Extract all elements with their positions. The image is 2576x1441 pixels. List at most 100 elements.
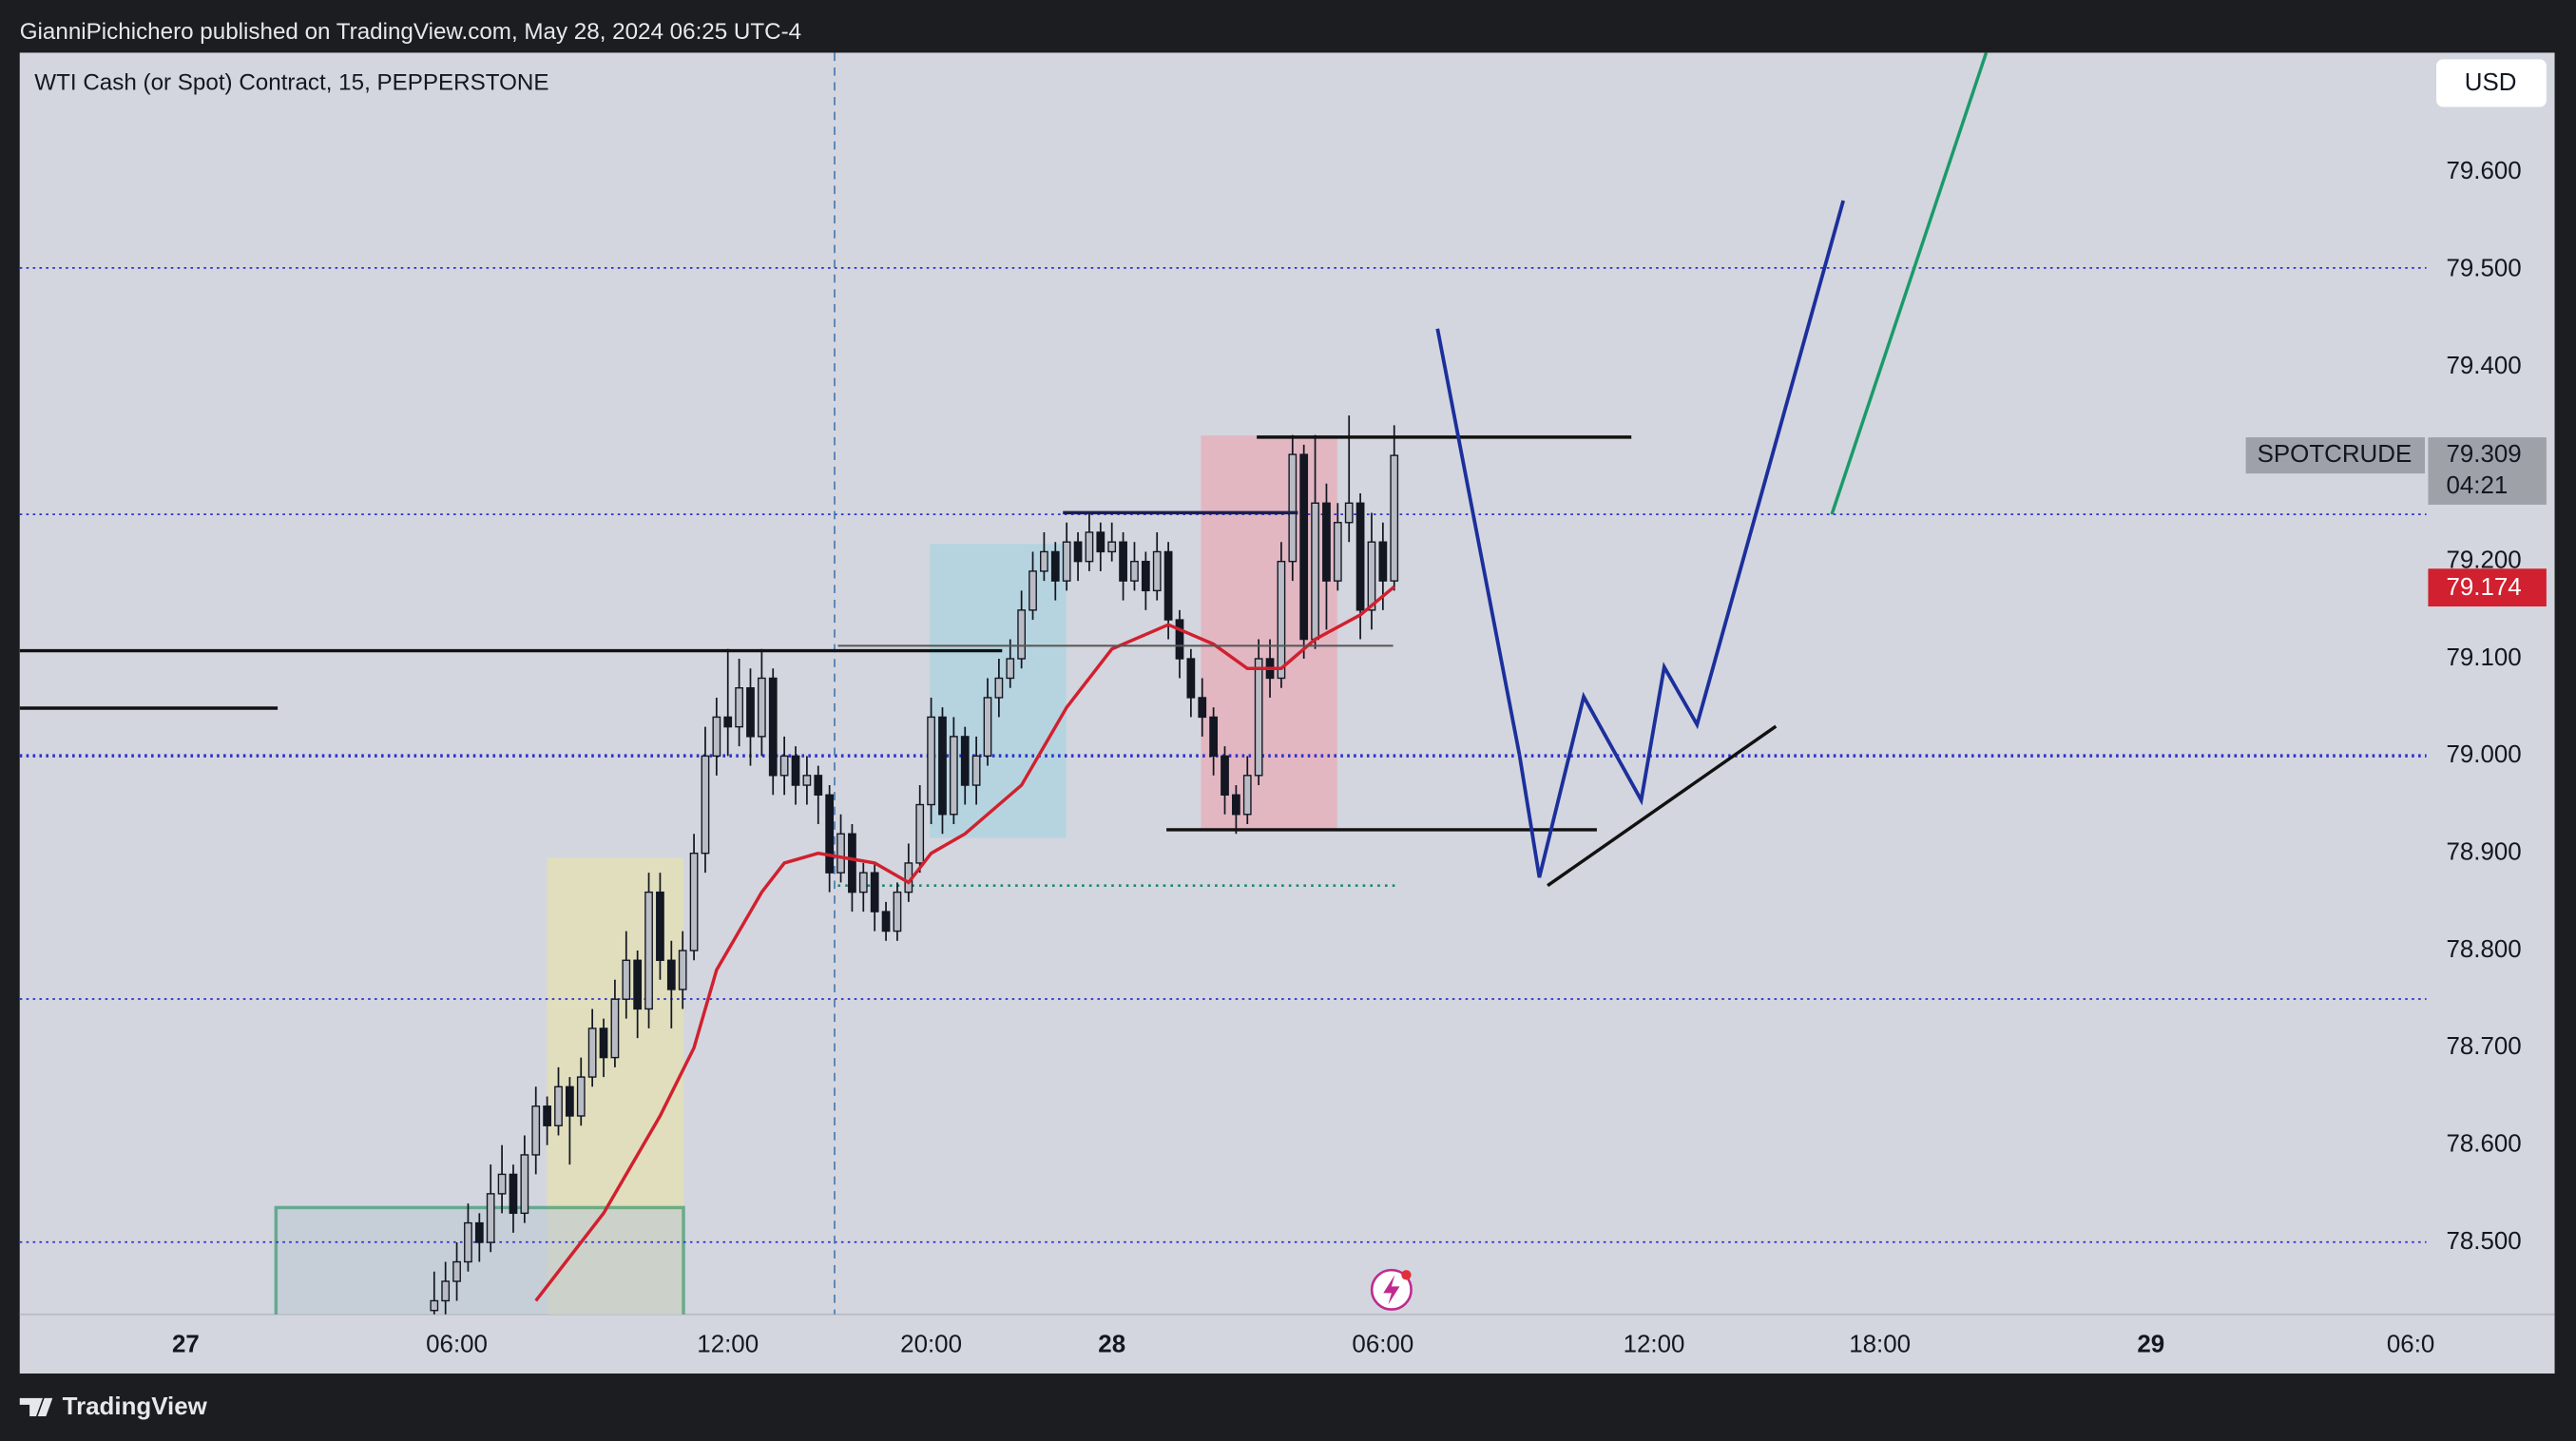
x-tick-label: 06:00 xyxy=(1352,1331,1413,1357)
candle-body xyxy=(1006,658,1015,680)
candle-body xyxy=(1141,560,1150,592)
candle-body xyxy=(971,755,981,786)
candle-body xyxy=(1288,453,1298,563)
candle-body xyxy=(1130,560,1139,582)
currency: USD xyxy=(2465,69,2517,96)
candle-body xyxy=(1378,541,1388,582)
candle-body xyxy=(814,775,823,796)
candle-body xyxy=(486,1193,495,1243)
ma-price: 79.174 xyxy=(2446,574,2521,601)
candle-body xyxy=(1050,550,1060,582)
candle-body xyxy=(893,891,902,932)
candle-body xyxy=(858,872,868,893)
candle-body xyxy=(949,736,958,816)
candle-body xyxy=(1221,755,1229,796)
candle-body xyxy=(870,872,879,913)
candle-body xyxy=(848,833,856,893)
candle-body xyxy=(1107,541,1117,553)
candle-body xyxy=(836,833,845,874)
candle-body xyxy=(915,803,925,864)
candle-body xyxy=(1028,570,1037,611)
candle-body xyxy=(599,1028,608,1059)
candle-body xyxy=(1119,541,1127,582)
y-tick-label: 79.100 xyxy=(2446,644,2521,671)
candle-body xyxy=(1311,502,1319,641)
candle-body xyxy=(1085,531,1094,563)
y-tick-label: 78.700 xyxy=(2446,1033,2521,1060)
x-tick-label: 12:00 xyxy=(697,1331,759,1357)
candle-body xyxy=(1355,502,1365,611)
candle-body xyxy=(791,755,800,786)
candle-body xyxy=(723,716,733,728)
candle-body xyxy=(701,755,710,855)
x-tick-label: 27 xyxy=(172,1331,200,1357)
candle-body xyxy=(1175,619,1184,660)
projection-green xyxy=(1830,52,1989,515)
last-price-tag xyxy=(2428,437,2547,505)
candle-body xyxy=(1322,502,1331,582)
candle-body xyxy=(633,959,643,1010)
axes: 79.60079.50079.40079.20079.10079.00078.9… xyxy=(172,158,2547,1357)
candle-body xyxy=(474,1221,484,1243)
candle-body xyxy=(520,1154,529,1215)
candle-body xyxy=(994,677,1004,699)
candle-body xyxy=(960,736,970,786)
countdown: 04:21 xyxy=(2446,472,2508,499)
candle-body xyxy=(554,1086,563,1126)
candle-body xyxy=(1186,658,1196,699)
candle-body xyxy=(825,794,835,874)
candle-body xyxy=(1062,541,1071,582)
candle-body xyxy=(666,959,676,990)
publisher-line: GianniPichichero published on TradingVie… xyxy=(20,19,801,45)
candle-body xyxy=(1333,522,1342,582)
y-tick-label: 78.600 xyxy=(2446,1131,2521,1158)
candle-body xyxy=(1232,794,1240,816)
drawings-over xyxy=(19,52,1989,1311)
candle-body xyxy=(543,1105,551,1126)
candle-body xyxy=(735,687,743,728)
candle-body xyxy=(1163,550,1173,621)
y-tick-label: 79.600 xyxy=(2446,158,2521,184)
candle-body xyxy=(566,1086,574,1117)
candle-body xyxy=(746,687,755,738)
y-tick-label: 78.500 xyxy=(2446,1228,2521,1255)
candle-body xyxy=(656,891,664,961)
x-tick-label: 12:00 xyxy=(1624,1331,1685,1357)
candle-body xyxy=(881,911,891,932)
currency-button[interactable] xyxy=(2436,59,2547,107)
candle-body xyxy=(576,1076,586,1117)
y-tick-label: 79.500 xyxy=(2446,256,2521,282)
candle-body xyxy=(1096,531,1105,553)
y-tick-label: 78.900 xyxy=(2446,839,2521,866)
moving-average xyxy=(534,585,1395,1302)
x-tick-label: 28 xyxy=(1098,1331,1125,1357)
candle-body xyxy=(497,1173,507,1195)
candle-body xyxy=(1277,560,1286,680)
projection-path xyxy=(1435,200,1846,878)
candle-body xyxy=(452,1260,461,1282)
candle-body xyxy=(1254,658,1263,777)
trend-line xyxy=(1547,724,1778,888)
candle-body xyxy=(1198,697,1207,719)
candle-body xyxy=(1209,716,1219,758)
candle-body xyxy=(644,891,653,1010)
candle-body xyxy=(441,1280,451,1302)
footer: TradingView xyxy=(19,1393,208,1420)
x-tick-label: 20:00 xyxy=(900,1331,962,1357)
event-dot xyxy=(1401,1270,1412,1280)
last-price: 79.309 xyxy=(2446,441,2521,468)
candle-body xyxy=(1040,550,1048,572)
candle-body xyxy=(1152,550,1162,592)
candle-body xyxy=(1017,609,1027,660)
candle-body xyxy=(927,716,935,806)
candle-body xyxy=(464,1221,472,1263)
candle-body xyxy=(678,950,687,990)
candle-body xyxy=(587,1028,597,1078)
candle-body xyxy=(1344,502,1354,524)
candle-body xyxy=(509,1173,518,1215)
x-tick-label: 18:00 xyxy=(1849,1331,1911,1357)
brand-logo xyxy=(19,1397,53,1416)
candle-body xyxy=(1073,541,1083,563)
